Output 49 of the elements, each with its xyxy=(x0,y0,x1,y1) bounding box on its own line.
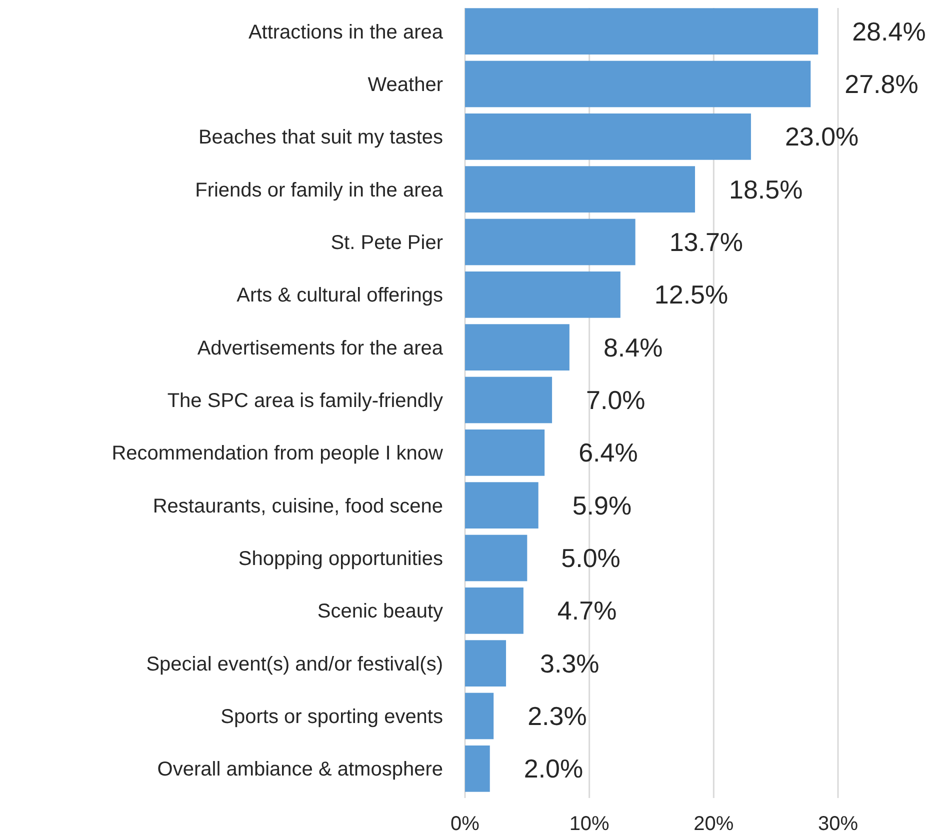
y-tick-label: Arts & cultural offerings xyxy=(236,284,443,307)
data-label: 13.7% xyxy=(669,227,744,257)
data-label: 6.4% xyxy=(578,438,638,468)
bar xyxy=(465,271,620,318)
y-tick-label: Scenic beauty xyxy=(317,600,443,623)
x-tick-label: 10% xyxy=(569,813,610,835)
x-tick-label: 20% xyxy=(694,813,734,835)
bar xyxy=(465,692,494,740)
bar xyxy=(465,534,528,582)
data-label: 5.0% xyxy=(561,543,620,573)
y-tick-label: Shopping opportunities xyxy=(238,548,443,570)
bar xyxy=(465,113,751,160)
data-label: 7.0% xyxy=(586,385,646,415)
y-tick-label: Sports or sporting events xyxy=(220,706,443,728)
data-label: 4.7% xyxy=(557,596,617,626)
data-label: 2.0% xyxy=(524,754,584,784)
data-label: 27.8% xyxy=(844,69,918,99)
x-tick-label: 0% xyxy=(450,813,480,835)
bar xyxy=(465,745,490,792)
data-label: 2.3% xyxy=(528,701,587,731)
y-tick-label: Weather xyxy=(368,74,444,96)
y-tick-label: Recommendation from people I know xyxy=(112,442,444,465)
bar xyxy=(465,324,570,371)
y-tick-label: Overall ambiance & atmosphere xyxy=(157,758,443,781)
x-tick-label: 30% xyxy=(818,813,858,835)
data-label: 18.5% xyxy=(729,174,803,204)
bar xyxy=(465,640,506,687)
bar xyxy=(465,166,696,213)
bar xyxy=(465,429,545,476)
data-label: 5.9% xyxy=(572,490,632,520)
y-tick-label: Friends or family in the area xyxy=(195,179,444,202)
y-tick-label: Special event(s) and/or festival(s) xyxy=(146,653,443,676)
y-tick-label: Attractions in the area xyxy=(248,21,444,44)
y-tick-label: Advertisements for the area xyxy=(197,337,444,360)
bar xyxy=(465,587,524,634)
data-label: 8.4% xyxy=(603,332,663,362)
y-tick-label: Beaches that suit my tastes xyxy=(198,126,443,149)
bar xyxy=(465,218,636,266)
bar xyxy=(465,60,811,108)
data-label: 28.4% xyxy=(852,16,926,46)
bar xyxy=(465,482,538,529)
bar xyxy=(465,376,552,424)
data-label: 3.3% xyxy=(540,648,600,678)
data-label: 12.5% xyxy=(654,280,728,310)
y-tick-label: St. Pete Pier xyxy=(330,232,444,254)
data-label: 23.0% xyxy=(784,122,859,152)
y-tick-label: The SPC area is family-friendly xyxy=(167,390,443,412)
y-tick-label: Restaurants, cuisine, food scene xyxy=(152,495,443,518)
bar xyxy=(465,8,818,55)
